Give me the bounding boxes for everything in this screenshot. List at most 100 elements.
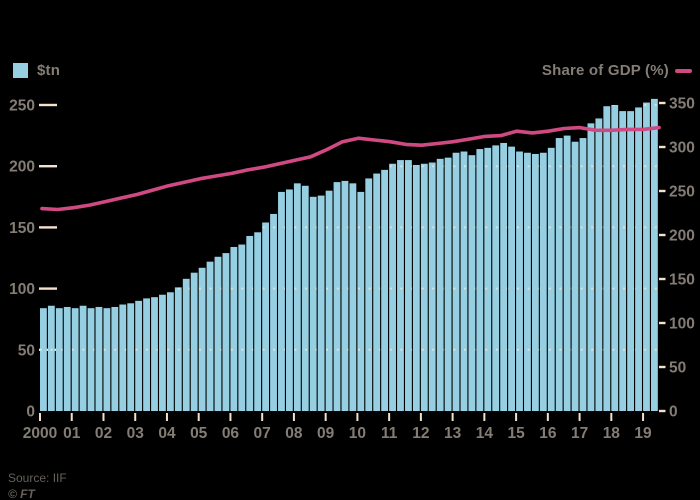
x-axis-label: 02 [95, 425, 112, 442]
bar [325, 190, 333, 411]
bar-legend-label: $tn [37, 62, 61, 79]
x-axis-label: 11 [381, 425, 398, 442]
bar [182, 278, 190, 411]
bar [389, 163, 396, 411]
x-axis-label: 18 [603, 425, 621, 442]
x-axis-label: 16 [539, 425, 557, 442]
x-axis-tick [134, 413, 137, 421]
bar [135, 300, 143, 411]
bar [47, 305, 55, 411]
left-axis-label: 150 [9, 220, 35, 237]
bar [571, 141, 579, 411]
x-axis-label: 17 [571, 425, 588, 442]
bar [278, 191, 285, 411]
x-axis-label: 07 [254, 425, 271, 442]
x-axis-tick [610, 413, 613, 421]
bar [254, 232, 262, 411]
x-axis-label: 04 [158, 425, 176, 442]
right-axis-label: 100 [669, 316, 695, 333]
x-axis-tick [578, 413, 581, 421]
x-axis-label: 19 [634, 425, 652, 442]
bar [539, 152, 547, 412]
bar [238, 244, 246, 411]
bar [428, 162, 436, 411]
left-axis-label: 200 [9, 159, 35, 176]
x-axis-tick [451, 413, 454, 421]
bar [611, 105, 619, 411]
left-axis-tick [39, 226, 57, 229]
bar [444, 157, 452, 411]
left-axis-label: 250 [9, 98, 35, 115]
x-axis-label: 10 [349, 425, 366, 442]
bar [341, 180, 349, 411]
bar [603, 106, 611, 411]
left-axis-tick [39, 287, 57, 290]
bar [111, 306, 119, 411]
bar [301, 185, 309, 411]
right-axis-tick [659, 321, 666, 325]
x-axis-label: 08 [285, 425, 303, 442]
bar [349, 183, 357, 411]
bar [190, 272, 198, 411]
x-axis-tick [324, 413, 327, 421]
bar [95, 306, 103, 411]
right-axis-label: 150 [669, 272, 695, 289]
right-axis-label: 250 [669, 184, 695, 201]
x-axis-label: 14 [476, 425, 494, 442]
right-axis-label: 300 [669, 140, 695, 157]
right-axis-tick [659, 233, 666, 237]
x-axis-tick [388, 413, 391, 421]
gdp-share-line [40, 125, 661, 212]
bar [516, 151, 523, 411]
bar [55, 308, 63, 411]
bar [412, 164, 420, 411]
bar [270, 213, 277, 411]
x-axis-label: 05 [190, 425, 208, 442]
bar [119, 304, 127, 411]
bar [595, 118, 603, 412]
legend-line: Share of GDP (%) [542, 62, 692, 79]
bar [198, 267, 206, 411]
source-text: Source: IIF [8, 471, 67, 485]
x-axis-label: 15 [507, 425, 525, 442]
right-axis-tick [659, 409, 666, 413]
x-axis-tick [102, 413, 105, 421]
right-axis-tick [659, 101, 666, 105]
bar [476, 149, 484, 411]
bar [460, 151, 468, 411]
bar [166, 292, 174, 411]
left-axis-label: 50 [18, 342, 35, 359]
x-axis-tick [229, 413, 232, 421]
bar [151, 297, 158, 411]
right-axis-tick [659, 145, 666, 149]
bar [87, 308, 95, 411]
bar [492, 145, 500, 411]
bar [293, 183, 301, 411]
x-axis-label: 13 [444, 425, 462, 442]
x-axis-tick [165, 413, 168, 421]
line-legend-label: Share of GDP (%) [541, 62, 669, 79]
right-axis-tick [659, 277, 666, 281]
x-axis-tick [483, 413, 486, 421]
bar [651, 98, 658, 411]
bar [103, 308, 111, 411]
right-axis-label: 350 [669, 96, 695, 113]
x-axis-tick [356, 413, 359, 421]
bar [468, 155, 476, 411]
bar [420, 163, 428, 411]
bar [436, 158, 444, 411]
bar [452, 152, 460, 412]
bar [555, 138, 563, 412]
bar [40, 308, 47, 411]
x-axis-label: 01 [63, 425, 81, 442]
x-axis-label: 2000 [23, 425, 57, 442]
bar [71, 308, 79, 411]
source-block: Source: IIF © FT [8, 470, 67, 500]
x-axis-tick [515, 413, 518, 421]
right-axis-tick [659, 365, 666, 369]
left-axis-label: 0 [26, 404, 35, 421]
bar [357, 191, 365, 411]
bar [373, 173, 381, 411]
debt-bars [40, 98, 658, 412]
